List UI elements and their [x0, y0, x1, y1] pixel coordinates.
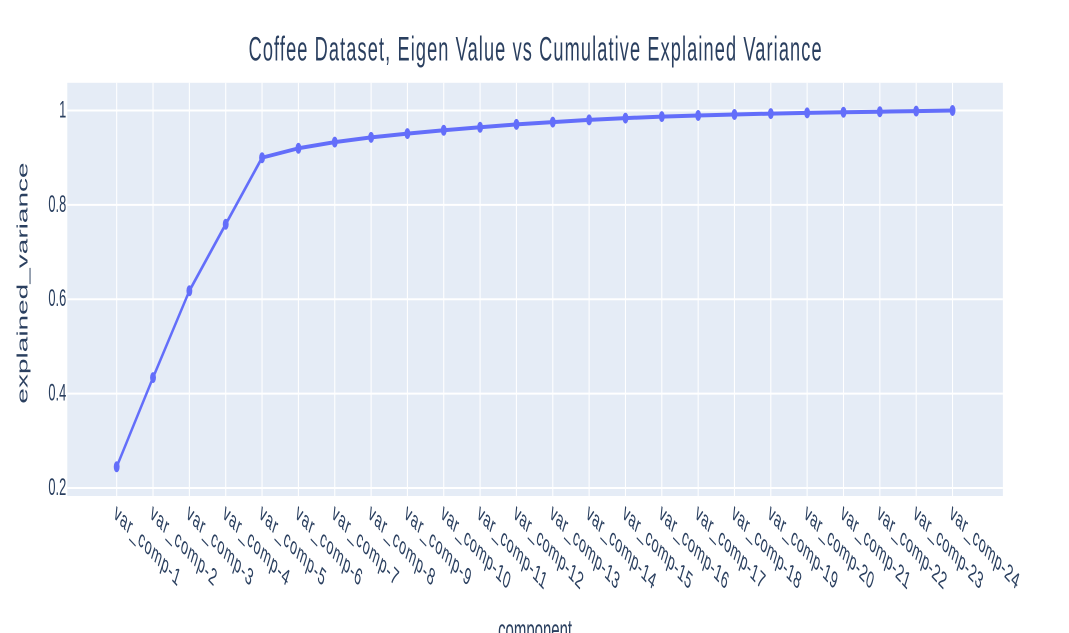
- svg-text:1: 1: [59, 97, 66, 123]
- svg-text:component: component: [498, 614, 573, 633]
- svg-text:Coffee Dataset, Eigen Value vs: Coffee Dataset, Eigen Value vs Cumulativ…: [249, 29, 822, 68]
- svg-text:0.2: 0.2: [48, 475, 66, 501]
- svg-text:0.6: 0.6: [48, 286, 66, 312]
- svg-text:explained_variance: explained_variance: [14, 162, 31, 403]
- svg-text:0.4: 0.4: [48, 381, 66, 407]
- svg-text:0.8: 0.8: [48, 192, 66, 218]
